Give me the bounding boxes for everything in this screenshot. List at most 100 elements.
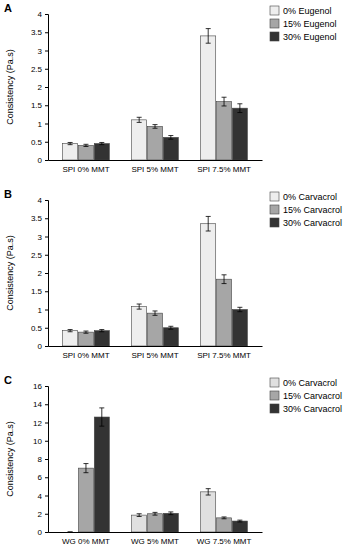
error-bar	[68, 330, 73, 332]
error-bar	[83, 144, 88, 146]
error-bar	[83, 331, 88, 333]
figure: 00.511.522.533.54SPI 0% MMTSPI 5% MMTSPI…	[0, 0, 361, 558]
legend-label: 0% Carvacrol	[283, 378, 337, 388]
error-stem	[208, 489, 209, 495]
error-cap	[153, 515, 158, 516]
x-axis: WG 0% MMTWG 5% MMTWG 7.5% MMT	[49, 532, 263, 546]
plot-area	[63, 216, 248, 346]
tick-label: 6	[38, 473, 43, 482]
panel: 0246810121416WG 0% MMTWG 5% MMTWG 7.5% M…	[4, 374, 342, 546]
legend-swatch	[270, 6, 279, 15]
legend-label: 0% Eugenol	[283, 6, 332, 16]
tick-label: WG 5% MMT	[131, 537, 179, 546]
tick-label: 2	[38, 269, 43, 278]
tick-mark	[45, 32, 48, 33]
error-cap	[137, 122, 142, 123]
error-stem	[139, 304, 140, 309]
tick: SPI 0% MMT	[62, 160, 109, 174]
tick-label: 1	[38, 306, 43, 315]
error-stem	[101, 408, 102, 426]
tick-mark	[45, 160, 48, 161]
tick-label: SPI 0% MMT	[62, 351, 109, 360]
bar	[217, 279, 232, 346]
error-cap	[168, 329, 173, 330]
tick-mark	[45, 328, 48, 329]
tick: 2	[38, 510, 48, 519]
error-cap	[153, 310, 158, 311]
tick: 12	[33, 419, 48, 428]
error-cap	[99, 142, 104, 143]
tick-mark	[45, 200, 48, 201]
error-cap	[68, 331, 73, 332]
axis-line	[49, 346, 263, 347]
error-bar	[68, 532, 73, 533]
error-stem	[139, 514, 140, 517]
tick: 0.5	[31, 324, 48, 333]
error-stem	[239, 104, 240, 113]
tick: 3.5	[31, 28, 48, 37]
tick-mark	[45, 514, 48, 515]
error-cap	[168, 326, 173, 327]
error-stem	[155, 512, 156, 515]
axis-line	[49, 532, 263, 533]
tick: 0.5	[31, 138, 48, 147]
tick: 0	[38, 528, 48, 537]
legend: 0% Eugenol15% Eugenol30% Eugenol	[270, 6, 337, 42]
error-cap	[206, 231, 211, 232]
tick-mark	[45, 237, 48, 238]
axis-line	[49, 160, 263, 161]
tick: 4	[38, 196, 48, 205]
axis-line	[45, 201, 49, 347]
bar	[201, 36, 216, 160]
tick-label: SPI 7.5% MMT	[197, 351, 251, 360]
tick: 4	[38, 492, 48, 501]
panel: 00.511.522.533.54SPI 0% MMTSPI 5% MMTSPI…	[4, 188, 342, 360]
tick-label: 0.5	[31, 138, 43, 147]
tick-mark	[45, 404, 48, 405]
tick-label: SPI 5% MMT	[131, 351, 178, 360]
axis-line	[45, 387, 49, 533]
tick: SPI 7.5% MMT	[197, 160, 251, 174]
bar	[132, 515, 147, 532]
tick-label: WG 0% MMT	[62, 537, 110, 546]
legend-swatch	[270, 218, 279, 227]
error-bar	[168, 512, 173, 515]
legend-label: 30% Eugenol	[283, 32, 337, 42]
error-cap	[237, 521, 242, 522]
error-bar	[137, 304, 142, 309]
error-cap	[137, 516, 142, 517]
tick: 4	[38, 10, 48, 19]
error-stem	[155, 311, 156, 315]
error-cap	[153, 128, 158, 129]
error-bar	[68, 142, 73, 144]
error-cap	[83, 146, 88, 147]
error-cap	[68, 329, 73, 330]
error-cap	[222, 105, 227, 106]
tick: 1	[38, 306, 48, 315]
error-cap	[237, 112, 242, 113]
axis-line	[45, 15, 49, 161]
tick-mark	[45, 496, 48, 497]
bar	[163, 137, 178, 160]
y-axis: 00.511.522.533.54	[31, 196, 49, 351]
tick-label: 0.5	[31, 324, 43, 333]
error-stem	[139, 117, 140, 122]
error-cap	[68, 142, 73, 143]
error-cap	[206, 216, 211, 217]
tick-label: 4	[38, 492, 43, 501]
panel: 00.511.522.533.54SPI 0% MMTSPI 5% MMTSPI…	[4, 2, 337, 174]
legend-swatch	[270, 391, 279, 400]
tick: 2	[38, 83, 48, 92]
tick-label: SPI 0% MMT	[62, 165, 109, 174]
bar	[63, 532, 78, 533]
bar	[201, 224, 216, 346]
error-cap	[206, 43, 211, 44]
tick: 6	[38, 473, 48, 482]
error-cap	[68, 144, 73, 145]
tick: SPI 0% MMT	[62, 346, 109, 360]
tick-label: 2	[38, 83, 43, 92]
plot-area	[63, 29, 248, 160]
error-bar	[237, 307, 242, 311]
error-bar	[222, 275, 227, 284]
tick-label: 1	[38, 120, 43, 129]
